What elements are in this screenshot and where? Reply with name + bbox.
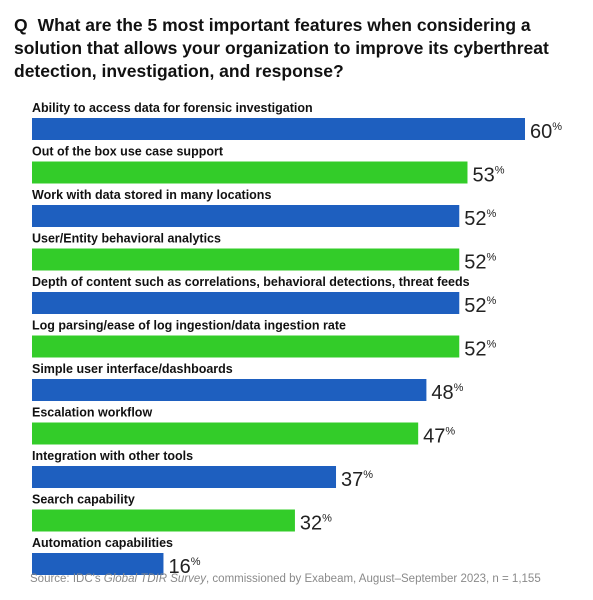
question-marker: Q	[14, 15, 28, 35]
question-text: What are the 5 most important features w…	[14, 15, 549, 81]
source-survey-name: Global TDIR Survey	[103, 573, 207, 585]
bar	[32, 379, 427, 401]
bar	[32, 335, 460, 358]
value-label: 53%	[472, 165, 504, 187]
value-label: 16%	[168, 556, 200, 578]
source-suffix: , commissioned by Exabeam, August–Septem…	[206, 573, 541, 585]
category-label: Depth of content such as correlations, b…	[32, 275, 470, 289]
category-label: Log parsing/ease of log ingestion/data i…	[32, 319, 346, 333]
category-label: Escalation workflow	[32, 406, 152, 420]
category-label: User/Entity behavioral analytics	[32, 232, 221, 246]
category-label: Work with data stored in many locations	[32, 188, 271, 202]
source-note: Source: IDC's Global TDIR Survey, commis…	[30, 573, 541, 585]
value-label: 60%	[530, 121, 562, 143]
bar	[32, 118, 525, 140]
value-label: 32%	[300, 513, 332, 535]
value-label: 52%	[464, 295, 496, 317]
bar	[32, 509, 295, 532]
value-label: 52%	[464, 208, 496, 230]
value-label: 52%	[464, 339, 496, 361]
category-label: Out of the box use case support	[32, 145, 224, 159]
bar	[32, 248, 460, 271]
value-label: 47%	[423, 426, 455, 448]
bar	[32, 205, 460, 227]
question-title: Q What are the 5 most important features …	[14, 14, 574, 83]
bar	[32, 466, 337, 488]
category-label: Integration with other tools	[32, 449, 193, 463]
bar	[32, 422, 419, 445]
value-label: 48%	[431, 382, 463, 404]
value-label: 37%	[341, 469, 373, 491]
source-prefix: Source: IDC's	[30, 573, 104, 585]
bar	[32, 161, 468, 184]
category-label: Search capability	[32, 493, 135, 507]
category-label: Simple user interface/dashboards	[32, 362, 233, 376]
bar	[32, 553, 164, 575]
category-label: Automation capabilities	[32, 536, 173, 550]
bar	[32, 292, 460, 314]
category-label: Ability to access data for forensic inve…	[32, 101, 313, 115]
value-label: 52%	[464, 252, 496, 274]
